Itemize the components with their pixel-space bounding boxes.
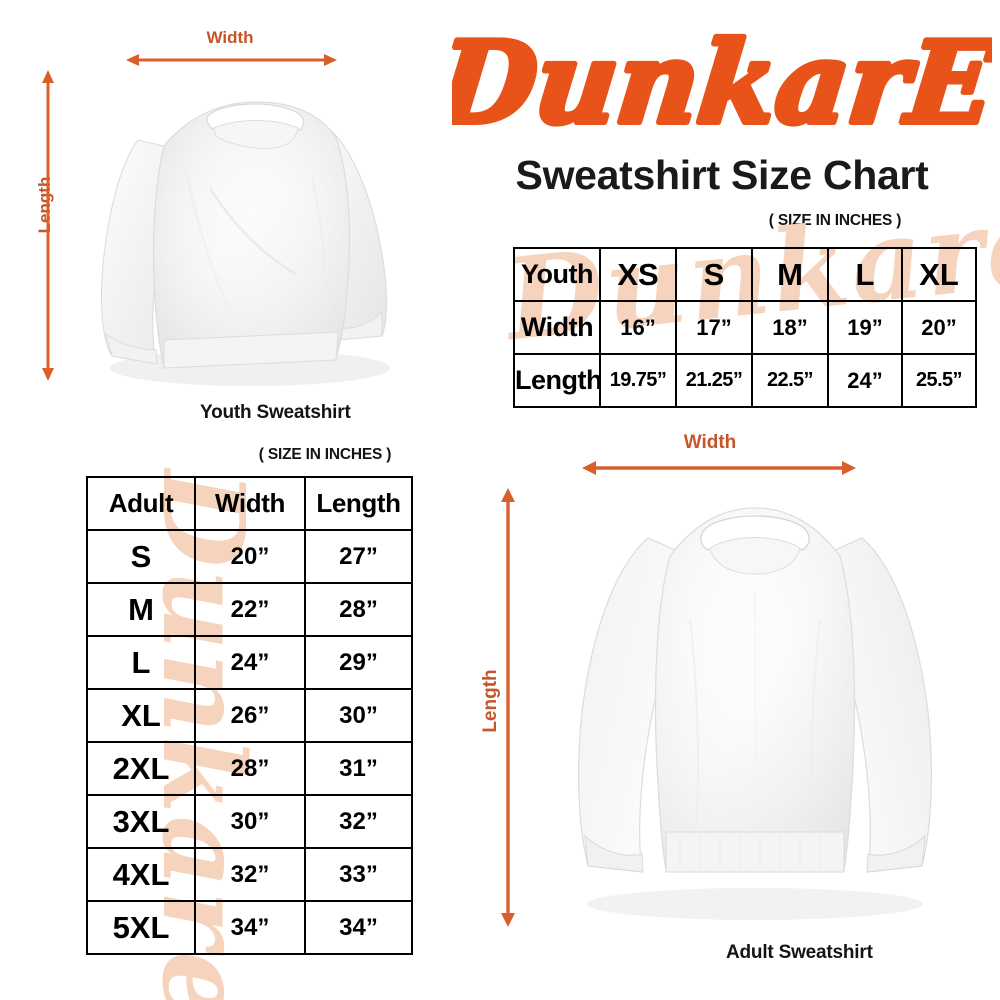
- youth-length-xl: 25.5”: [901, 353, 977, 408]
- youth-size-xl: XL: [901, 247, 977, 302]
- table-row: 2XL 28” 31”: [86, 741, 413, 796]
- table-row: Adult Width Length: [86, 476, 413, 531]
- youth-width-arrow: [124, 50, 339, 70]
- table-row: 4XL 32” 33”: [86, 847, 413, 902]
- table-row: 3XL 30” 32”: [86, 794, 413, 849]
- adult-size-l: L: [86, 635, 196, 690]
- youth-length-l: 24”: [827, 353, 903, 408]
- youth-row-label: Youth: [513, 247, 601, 302]
- youth-size-s: S: [675, 247, 753, 302]
- adult-length-2xl: 31”: [304, 741, 413, 796]
- dunkare-brand-logo: DunkarE: [452, 30, 992, 150]
- table-row: Width 16” 17” 18” 19” 20”: [513, 300, 977, 355]
- adult-size-5xl: 5XL: [86, 900, 196, 955]
- adult-width-3xl: 30”: [194, 794, 306, 849]
- adult-size-4xl: 4XL: [86, 847, 196, 902]
- youth-width-s: 17”: [675, 300, 753, 355]
- adult-size-units-note: ( SIZE IN INCHES ): [258, 446, 392, 463]
- adult-length-xl: 30”: [304, 688, 413, 743]
- adult-width-s: 20”: [194, 529, 306, 584]
- table-row: L 24” 29”: [86, 635, 413, 690]
- youth-length-arrow: [38, 68, 58, 383]
- adult-size-m: M: [86, 582, 196, 637]
- adult-width-l: 24”: [194, 635, 306, 690]
- table-row: XL 26” 30”: [86, 688, 413, 743]
- table-row: M 22” 28”: [86, 582, 413, 637]
- table-row: 5XL 34” 34”: [86, 900, 413, 955]
- youth-size-l: L: [827, 247, 903, 302]
- adult-width-4xl: 32”: [194, 847, 306, 902]
- youth-sweatshirt-caption: Youth Sweatshirt: [200, 402, 351, 423]
- adult-width-xl: 26”: [194, 688, 306, 743]
- adult-length-l: 29”: [304, 635, 413, 690]
- table-row: Length 19.75” 21.25” 22.5” 24” 25.5”: [513, 353, 977, 408]
- youth-length-s: 21.25”: [675, 353, 753, 408]
- adult-col-length: Length: [304, 476, 413, 531]
- youth-length-m: 22.5”: [751, 353, 829, 408]
- adult-length-m: 28”: [304, 582, 413, 637]
- youth-size-table: Youth XS S M L XL Width 16” 17” 18” 19” …: [513, 247, 977, 408]
- youth-length-xs: 19.75”: [599, 353, 677, 408]
- youth-size-m: M: [751, 247, 829, 302]
- table-row: S 20” 27”: [86, 529, 413, 584]
- youth-width-xs: 16”: [599, 300, 677, 355]
- adult-size-2xl: 2XL: [86, 741, 196, 796]
- adult-size-s: S: [86, 529, 196, 584]
- adult-length-3xl: 32”: [304, 794, 413, 849]
- table-row: Youth XS S M L XL: [513, 247, 977, 302]
- adult-width-2xl: 28”: [194, 741, 306, 796]
- youth-width-m: 18”: [751, 300, 829, 355]
- adult-size-xl: XL: [86, 688, 196, 743]
- youth-width-arrow-label: Width: [206, 28, 254, 47]
- adult-length-4xl: 33”: [304, 847, 413, 902]
- youth-width-xl: 20”: [901, 300, 977, 355]
- youth-width-l: 19”: [827, 300, 903, 355]
- adult-size-table: Adult Width Length S 20” 27” M 22” 28” L…: [86, 476, 413, 955]
- adult-length-arrow: [498, 486, 518, 929]
- youth-width-label-cell: Width: [513, 300, 601, 355]
- adult-sweatshirt-illustration: [530, 480, 980, 935]
- page-title: Sweatshirt Size Chart: [515, 152, 929, 198]
- adult-width-m: 22”: [194, 582, 306, 637]
- youth-length-label-cell: Length: [513, 353, 602, 408]
- svg-text:DunkarE: DunkarE: [452, 30, 992, 149]
- adult-col-width: Width: [194, 476, 306, 531]
- adult-length-5xl: 34”: [304, 900, 413, 955]
- youth-size-units-note: ( SIZE IN INCHES ): [768, 212, 902, 229]
- adult-size-3xl: 3XL: [86, 794, 196, 849]
- adult-sweatshirt-caption: Adult Sweatshirt: [726, 942, 873, 963]
- youth-sweatshirt-illustration: [60, 68, 430, 398]
- adult-width-arrow-label: Width: [683, 432, 737, 453]
- adult-col-size: Adult: [86, 476, 196, 531]
- adult-width-arrow: [580, 458, 858, 478]
- adult-length-s: 27”: [304, 529, 413, 584]
- adult-width-5xl: 34”: [194, 900, 306, 955]
- youth-size-xs: XS: [599, 247, 677, 302]
